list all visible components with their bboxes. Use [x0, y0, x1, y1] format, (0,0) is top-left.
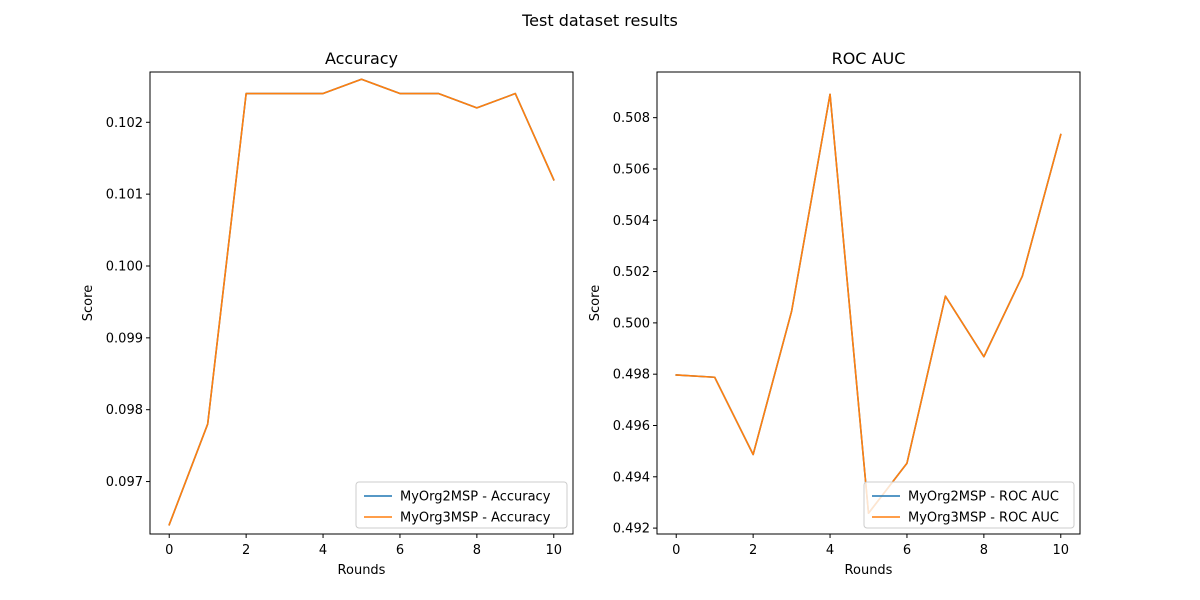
x-tick-label: 8 [473, 543, 481, 558]
y-tick-label: 0.508 [613, 111, 650, 126]
chart-title: ROC AUC [832, 49, 906, 68]
x-axis-label: Rounds [845, 563, 893, 578]
plot-frame [656, 71, 1081, 535]
y-tick-label: 0.100 [106, 259, 143, 274]
y-tick-label: 0.099 [106, 331, 143, 346]
x-tick-label: 0 [165, 543, 173, 558]
y-tick-label: 0.102 [106, 116, 143, 131]
legend-label: MyOrg3MSP - ROC AUC [908, 511, 1059, 526]
x-tick-label: 10 [545, 543, 562, 558]
accuracy-chart: Accuracy 0 2 4 6 8 10 0.097 0.098 0.099 0.100 0.101… [81, 49, 574, 578]
x-tick-label: 10 [1052, 543, 1069, 558]
legend-box [355, 481, 568, 529]
x-axis-label: Rounds [338, 563, 386, 578]
y-tick-label: 0.492 [613, 522, 650, 537]
y-tick-label: 0.496 [613, 419, 650, 434]
x-tick-label: 2 [242, 543, 250, 558]
legend-label: MyOrg2MSP - Accuracy [400, 490, 551, 505]
legend-box [863, 481, 1075, 529]
series-line-2 [675, 93, 1062, 515]
x-tick-label: 6 [396, 543, 404, 558]
x-tick-label: 0 [672, 543, 680, 558]
roc-auc-chart: ROC AUC 0 2 4 6 8 10 0.492 0.494 0.496 0.498 0.500 0… [588, 49, 1081, 578]
y-tick-label: 0.097 [106, 475, 143, 490]
x-tick-label: 6 [903, 543, 911, 558]
y-axis-label: Score [588, 285, 603, 321]
y-tick-label: 0.101 [106, 188, 143, 203]
y-axis-label: Score [81, 285, 96, 321]
legend-label: MyOrg2MSP - ROC AUC [908, 490, 1059, 505]
legend-label: MyOrg3MSP - Accuracy [400, 511, 551, 526]
legend: MyOrg2MSP - ROC AUC MyOrg3MSP - ROC AUC [863, 481, 1075, 529]
y-tick-label: 0.498 [613, 368, 650, 383]
y-tick-label: 0.098 [106, 403, 143, 418]
legend: MyOrg2MSP - Accuracy MyOrg3MSP - Accuracy [355, 481, 568, 529]
figure-title: Test dataset results [521, 11, 678, 30]
x-tick-label: 2 [749, 543, 757, 558]
y-tick-label: 0.500 [613, 316, 650, 331]
chart-title: Accuracy [325, 49, 398, 68]
x-tick-label: 8 [980, 543, 988, 558]
series-line-1 [168, 78, 555, 526]
plot-frame [149, 71, 574, 535]
series-line-1 [675, 93, 1062, 515]
x-tick-label: 4 [319, 543, 327, 558]
y-tick-label: 0.506 [613, 162, 650, 177]
y-tick-label: 0.494 [613, 470, 650, 485]
y-tick-label: 0.504 [613, 214, 650, 229]
x-tick-label: 4 [826, 543, 834, 558]
y-tick-label: 0.502 [613, 265, 650, 280]
series-line-2 [168, 78, 555, 526]
